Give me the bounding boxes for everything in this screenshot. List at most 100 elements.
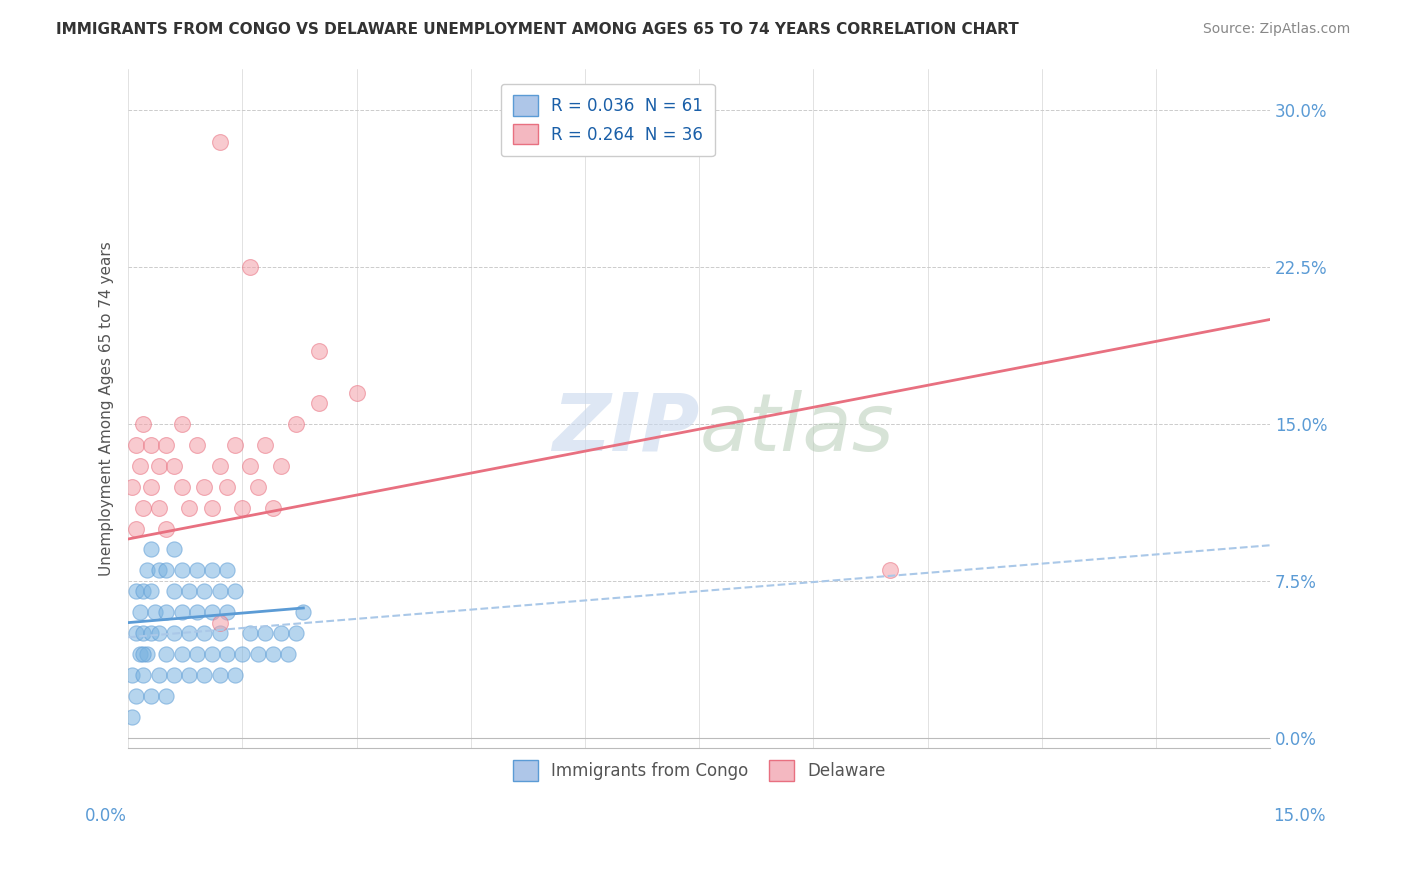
Point bbox=[163, 626, 186, 640]
Point bbox=[128, 458, 150, 473]
Point bbox=[224, 584, 246, 599]
Point bbox=[254, 626, 277, 640]
Point bbox=[262, 500, 284, 515]
Point bbox=[139, 689, 162, 703]
Point bbox=[121, 709, 143, 723]
Point bbox=[132, 626, 155, 640]
Point bbox=[125, 689, 148, 703]
Point bbox=[284, 626, 307, 640]
Point bbox=[125, 438, 148, 452]
Point bbox=[270, 626, 292, 640]
Point bbox=[155, 563, 177, 577]
Point bbox=[239, 260, 262, 274]
Point bbox=[170, 563, 193, 577]
Point bbox=[132, 647, 155, 661]
Point bbox=[201, 605, 224, 619]
Point bbox=[231, 647, 253, 661]
Text: atlas: atlas bbox=[699, 390, 894, 467]
Point bbox=[292, 605, 315, 619]
Y-axis label: Unemployment Among Ages 65 to 74 years: Unemployment Among Ages 65 to 74 years bbox=[100, 241, 114, 575]
Point bbox=[139, 584, 162, 599]
Text: ZIP: ZIP bbox=[553, 390, 699, 467]
Point bbox=[308, 343, 330, 358]
Point bbox=[163, 584, 186, 599]
Point bbox=[155, 522, 177, 536]
Point bbox=[308, 396, 330, 410]
Point bbox=[217, 480, 239, 494]
Point bbox=[132, 668, 155, 682]
Point bbox=[208, 458, 231, 473]
Point bbox=[125, 522, 148, 536]
Point bbox=[163, 458, 186, 473]
Point bbox=[217, 563, 239, 577]
Point bbox=[148, 626, 170, 640]
Point bbox=[186, 647, 208, 661]
Point bbox=[179, 668, 201, 682]
Point bbox=[148, 668, 170, 682]
Point bbox=[128, 647, 150, 661]
Point bbox=[139, 438, 162, 452]
Point bbox=[239, 626, 262, 640]
Point bbox=[262, 647, 284, 661]
Point bbox=[224, 668, 246, 682]
Point bbox=[879, 563, 901, 577]
Point bbox=[132, 500, 155, 515]
Point bbox=[139, 542, 162, 557]
Point bbox=[217, 605, 239, 619]
Legend: Immigrants from Congo, Delaware: Immigrants from Congo, Delaware bbox=[506, 754, 891, 788]
Point bbox=[132, 417, 155, 431]
Point bbox=[163, 542, 186, 557]
Point bbox=[136, 563, 159, 577]
Point bbox=[143, 605, 166, 619]
Point bbox=[246, 647, 269, 661]
Point bbox=[186, 563, 208, 577]
Point bbox=[139, 480, 162, 494]
Point bbox=[201, 563, 224, 577]
Point bbox=[128, 605, 150, 619]
Point bbox=[139, 626, 162, 640]
Point bbox=[224, 438, 246, 452]
Point bbox=[186, 605, 208, 619]
Point bbox=[170, 480, 193, 494]
Point bbox=[121, 668, 143, 682]
Point bbox=[170, 605, 193, 619]
Point bbox=[231, 500, 253, 515]
Point bbox=[148, 458, 170, 473]
Point bbox=[148, 500, 170, 515]
Point bbox=[201, 647, 224, 661]
Point bbox=[208, 668, 231, 682]
Point bbox=[284, 417, 307, 431]
Point bbox=[201, 500, 224, 515]
Point bbox=[217, 647, 239, 661]
Point bbox=[136, 647, 159, 661]
Point bbox=[132, 584, 155, 599]
Point bbox=[155, 438, 177, 452]
Point bbox=[193, 480, 215, 494]
Point bbox=[125, 626, 148, 640]
Point bbox=[208, 135, 231, 149]
Text: Source: ZipAtlas.com: Source: ZipAtlas.com bbox=[1202, 22, 1350, 37]
Point bbox=[270, 458, 292, 473]
Point bbox=[193, 626, 215, 640]
Point bbox=[208, 626, 231, 640]
Point bbox=[155, 647, 177, 661]
Point bbox=[170, 647, 193, 661]
Point bbox=[239, 458, 262, 473]
Point bbox=[208, 615, 231, 630]
Point bbox=[121, 480, 143, 494]
Point bbox=[193, 584, 215, 599]
Point bbox=[179, 500, 201, 515]
Point bbox=[179, 626, 201, 640]
Text: 0.0%: 0.0% bbox=[84, 807, 127, 825]
Point bbox=[277, 647, 299, 661]
Point bbox=[186, 438, 208, 452]
Point bbox=[155, 689, 177, 703]
Point bbox=[170, 417, 193, 431]
Text: IMMIGRANTS FROM CONGO VS DELAWARE UNEMPLOYMENT AMONG AGES 65 TO 74 YEARS CORRELA: IMMIGRANTS FROM CONGO VS DELAWARE UNEMPL… bbox=[56, 22, 1019, 37]
Point bbox=[125, 584, 148, 599]
Point bbox=[179, 584, 201, 599]
Text: 15.0%: 15.0% bbox=[1272, 807, 1326, 825]
Point bbox=[155, 605, 177, 619]
Point bbox=[193, 668, 215, 682]
Point bbox=[246, 480, 269, 494]
